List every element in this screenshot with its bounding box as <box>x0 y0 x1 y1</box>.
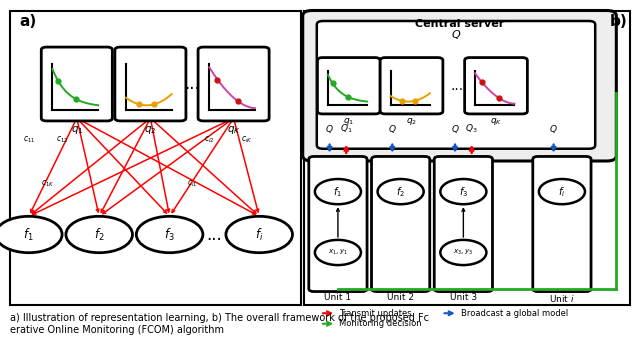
Text: $c_{1K}$: $c_{1K}$ <box>41 178 55 189</box>
Text: $f_1$: $f_1$ <box>24 226 34 243</box>
Circle shape <box>440 240 486 265</box>
Text: $c_{i1}$: $c_{i1}$ <box>187 178 197 189</box>
Text: a): a) <box>19 14 36 29</box>
Circle shape <box>136 216 203 253</box>
Circle shape <box>539 179 585 204</box>
FancyBboxPatch shape <box>309 156 367 292</box>
Text: Unit 1: Unit 1 <box>324 293 351 302</box>
Text: Unit 3: Unit 3 <box>450 293 477 302</box>
Text: Unit $i$: Unit $i$ <box>549 293 575 304</box>
Text: Monitoring decision: Monitoring decision <box>339 319 422 328</box>
FancyBboxPatch shape <box>41 47 113 121</box>
Text: $c_{iK}$: $c_{iK}$ <box>241 135 252 145</box>
Circle shape <box>315 240 361 265</box>
FancyBboxPatch shape <box>317 21 595 149</box>
Circle shape <box>66 216 132 253</box>
Text: $q_K$: $q_K$ <box>227 125 241 136</box>
Text: $f_3$: $f_3$ <box>164 226 175 243</box>
Circle shape <box>226 216 292 253</box>
Text: Broadcast a global model: Broadcast a global model <box>461 309 568 318</box>
Text: $q_1$: $q_1$ <box>70 125 83 136</box>
FancyBboxPatch shape <box>380 58 443 114</box>
FancyBboxPatch shape <box>371 156 430 292</box>
Text: $Q$: $Q$ <box>388 123 397 135</box>
Circle shape <box>0 216 62 253</box>
FancyBboxPatch shape <box>304 10 630 304</box>
Text: $q_K$: $q_K$ <box>490 116 502 127</box>
Text: b): b) <box>609 14 627 29</box>
Text: $c_{12}$: $c_{12}$ <box>56 135 69 145</box>
Text: ...: ... <box>207 225 222 244</box>
Text: $Q$: $Q$ <box>549 123 558 135</box>
Circle shape <box>440 179 486 204</box>
FancyBboxPatch shape <box>532 156 591 292</box>
Text: ...: ... <box>184 75 200 93</box>
Text: $Q$: $Q$ <box>451 123 460 135</box>
Text: a) Illustration of representation learning, b) The overall framework of the prop: a) Illustration of representation learni… <box>10 313 429 323</box>
Text: $f_1$: $f_1$ <box>333 185 342 198</box>
Text: $Q_1$: $Q_1$ <box>340 122 353 135</box>
Text: ...: ... <box>451 79 463 93</box>
FancyBboxPatch shape <box>435 156 493 292</box>
Text: $Q_3$: $Q_3$ <box>465 122 478 135</box>
Text: $Q$: $Q$ <box>325 123 334 135</box>
Circle shape <box>315 179 361 204</box>
Text: $q_2$: $q_2$ <box>144 125 157 136</box>
FancyBboxPatch shape <box>115 47 186 121</box>
Text: $c_{11}$: $c_{11}$ <box>22 135 35 145</box>
Text: $f_i$: $f_i$ <box>558 185 566 198</box>
Circle shape <box>378 179 424 204</box>
Text: $q_2$: $q_2$ <box>406 116 417 127</box>
Text: $x_3,y_3$: $x_3,y_3$ <box>453 248 474 257</box>
Text: $x_1,y_1$: $x_1,y_1$ <box>328 248 348 257</box>
FancyBboxPatch shape <box>465 58 527 114</box>
Text: $c_{i2}$: $c_{i2}$ <box>204 135 214 145</box>
Text: $f_2$: $f_2$ <box>396 185 405 198</box>
FancyBboxPatch shape <box>317 58 380 114</box>
FancyBboxPatch shape <box>10 10 301 304</box>
Text: Unit 2: Unit 2 <box>387 293 414 302</box>
Text: $f_2$: $f_2$ <box>94 226 104 243</box>
Text: Central server: Central server <box>415 19 504 29</box>
FancyBboxPatch shape <box>198 47 269 121</box>
Text: $f_i$: $f_i$ <box>255 226 264 243</box>
Text: $q_1$: $q_1$ <box>343 116 355 127</box>
Text: $f_3$: $f_3$ <box>459 185 468 198</box>
FancyBboxPatch shape <box>303 10 616 161</box>
Text: Transmit updates: Transmit updates <box>339 309 412 318</box>
Text: erative Online Monitoring (FCOM) algorithm: erative Online Monitoring (FCOM) algorit… <box>10 325 223 335</box>
Text: $Q$: $Q$ <box>451 28 461 41</box>
